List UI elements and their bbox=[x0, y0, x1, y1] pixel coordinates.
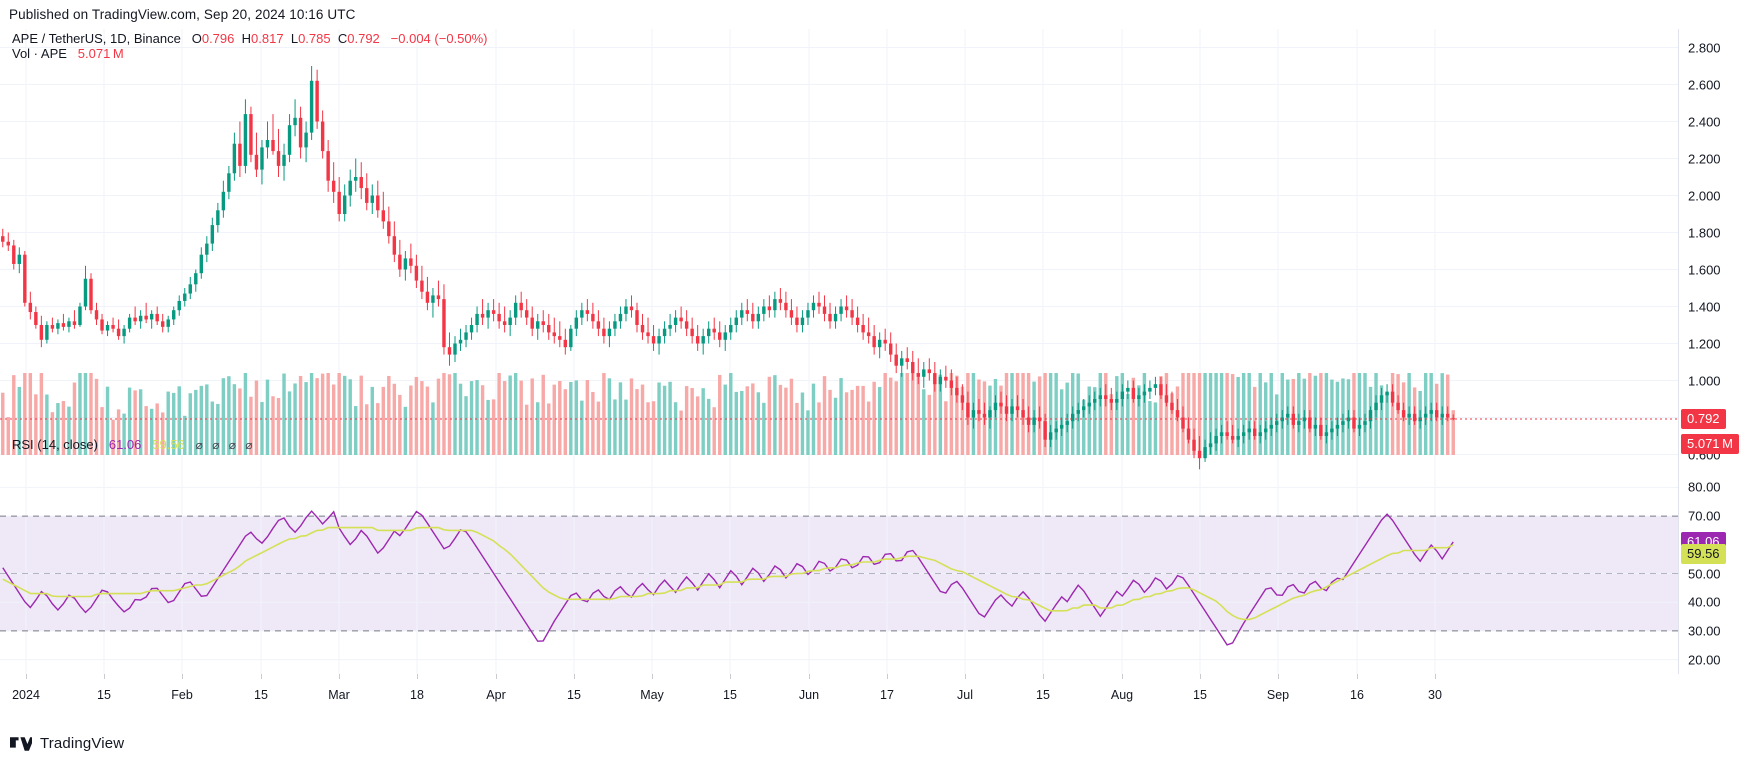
rsi-axis-label: 50.00 bbox=[1688, 566, 1721, 581]
price-axis-label: 1.400 bbox=[1688, 299, 1721, 314]
time-axis-label: 15 bbox=[1193, 688, 1207, 702]
time-tick-mark bbox=[1122, 674, 1123, 679]
time-axis-label: 15 bbox=[97, 688, 111, 702]
time-axis-label: May bbox=[640, 688, 664, 702]
rsi-axis-label: 70.00 bbox=[1688, 508, 1721, 524]
time-axis[interactable]: 2024 15 Feb 15 Mar 18 Apr 15 May 15 Jun 17 Jul 15 Aug 1… bbox=[0, 674, 1754, 713]
price-chart-canvas bbox=[0, 29, 1678, 473]
rsi-axis-label: 20.00 bbox=[1688, 652, 1721, 668]
time-tick-mark bbox=[1200, 674, 1201, 679]
price-axis-label: 1.800 bbox=[1688, 225, 1721, 240]
time-tick-mark bbox=[652, 674, 653, 679]
rsi-axis-label: 40.00 bbox=[1688, 594, 1721, 610]
candlestick-series bbox=[1, 66, 1455, 470]
time-axis-label: Feb bbox=[171, 688, 193, 702]
time-axis-label: Sep bbox=[1266, 688, 1290, 702]
time-axis-label: 16 bbox=[1350, 688, 1364, 702]
time-axis-label: Jul bbox=[957, 688, 973, 702]
time-axis-label: 2024 bbox=[12, 688, 40, 702]
rsi-chart-canvas bbox=[0, 473, 1678, 674]
time-axis-label: 15 bbox=[567, 688, 581, 702]
footer: TradingView bbox=[0, 713, 1754, 774]
time-tick-mark bbox=[417, 674, 418, 679]
price-axis-label: 1.600 bbox=[1688, 262, 1721, 277]
price-axis-label: 2.400 bbox=[1688, 114, 1721, 129]
time-axis-label: 15 bbox=[254, 688, 268, 702]
rsi-axis-label: 80.00 bbox=[1688, 479, 1721, 495]
time-axis-label: 17 bbox=[880, 688, 894, 702]
axis-vertical-divider bbox=[1678, 29, 1679, 674]
price-pane[interactable] bbox=[0, 29, 1678, 473]
time-axis-label: 15 bbox=[1036, 688, 1050, 702]
time-tick-mark bbox=[496, 674, 497, 679]
time-tick-mark bbox=[1435, 674, 1436, 679]
time-tick-mark bbox=[182, 674, 183, 679]
time-tick-mark bbox=[965, 674, 966, 679]
time-axis-label: 30 bbox=[1428, 688, 1442, 702]
published-bar: Published on TradingView.com, Sep 20, 20… bbox=[0, 0, 1754, 29]
time-axis-label: 15 bbox=[723, 688, 737, 702]
time-tick-mark bbox=[1357, 674, 1358, 679]
time-tick-mark bbox=[339, 674, 340, 679]
rsi-axis[interactable]: 80.00 70.00 50.00 40.00 30.00 20.00 61.06 59.56 bbox=[1678, 473, 1754, 674]
rsi-axis-label: 30.00 bbox=[1688, 623, 1721, 639]
time-axis-label: Mar bbox=[328, 688, 350, 702]
rsi-pane[interactable] bbox=[0, 473, 1678, 674]
time-tick-mark bbox=[1278, 674, 1279, 679]
volume-histogram bbox=[1, 373, 1455, 455]
time-tick-mark bbox=[1043, 674, 1044, 679]
price-axis-label: 1.000 bbox=[1688, 373, 1721, 388]
price-axis-label: 2.200 bbox=[1688, 151, 1721, 166]
time-tick-mark bbox=[887, 674, 888, 679]
rsi-ma-value-tag: 59.56 bbox=[1681, 544, 1726, 565]
current-price-tag: 0.792 bbox=[1681, 408, 1726, 429]
volume-value-tag: 5.071 M bbox=[1681, 434, 1739, 454]
price-axis-label: 2.600 bbox=[1688, 77, 1721, 92]
time-tick-mark bbox=[26, 674, 27, 679]
time-tick-mark bbox=[730, 674, 731, 679]
published-text: Published on TradingView.com, Sep 20, 20… bbox=[9, 7, 356, 22]
time-axis-label: 18 bbox=[410, 688, 424, 702]
time-axis-label: Aug bbox=[1110, 688, 1134, 702]
time-axis-label: Jun bbox=[798, 688, 820, 702]
price-axis-label: 1.200 bbox=[1688, 336, 1721, 351]
time-tick-mark bbox=[574, 674, 575, 679]
price-axis[interactable]: 2.800 2.600 2.400 2.200 2.000 1.800 1.600 1.400… bbox=[1678, 29, 1754, 473]
time-tick-mark bbox=[261, 674, 262, 679]
tradingview-brand: TradingView bbox=[40, 735, 125, 752]
time-tick-mark bbox=[104, 674, 105, 679]
time-tick-mark bbox=[809, 674, 810, 679]
time-axis-label: Apr bbox=[486, 688, 506, 702]
price-axis-label: 2.800 bbox=[1688, 40, 1721, 55]
tradingview-logo-icon bbox=[10, 736, 32, 751]
price-axis-label: 2.000 bbox=[1688, 188, 1721, 203]
